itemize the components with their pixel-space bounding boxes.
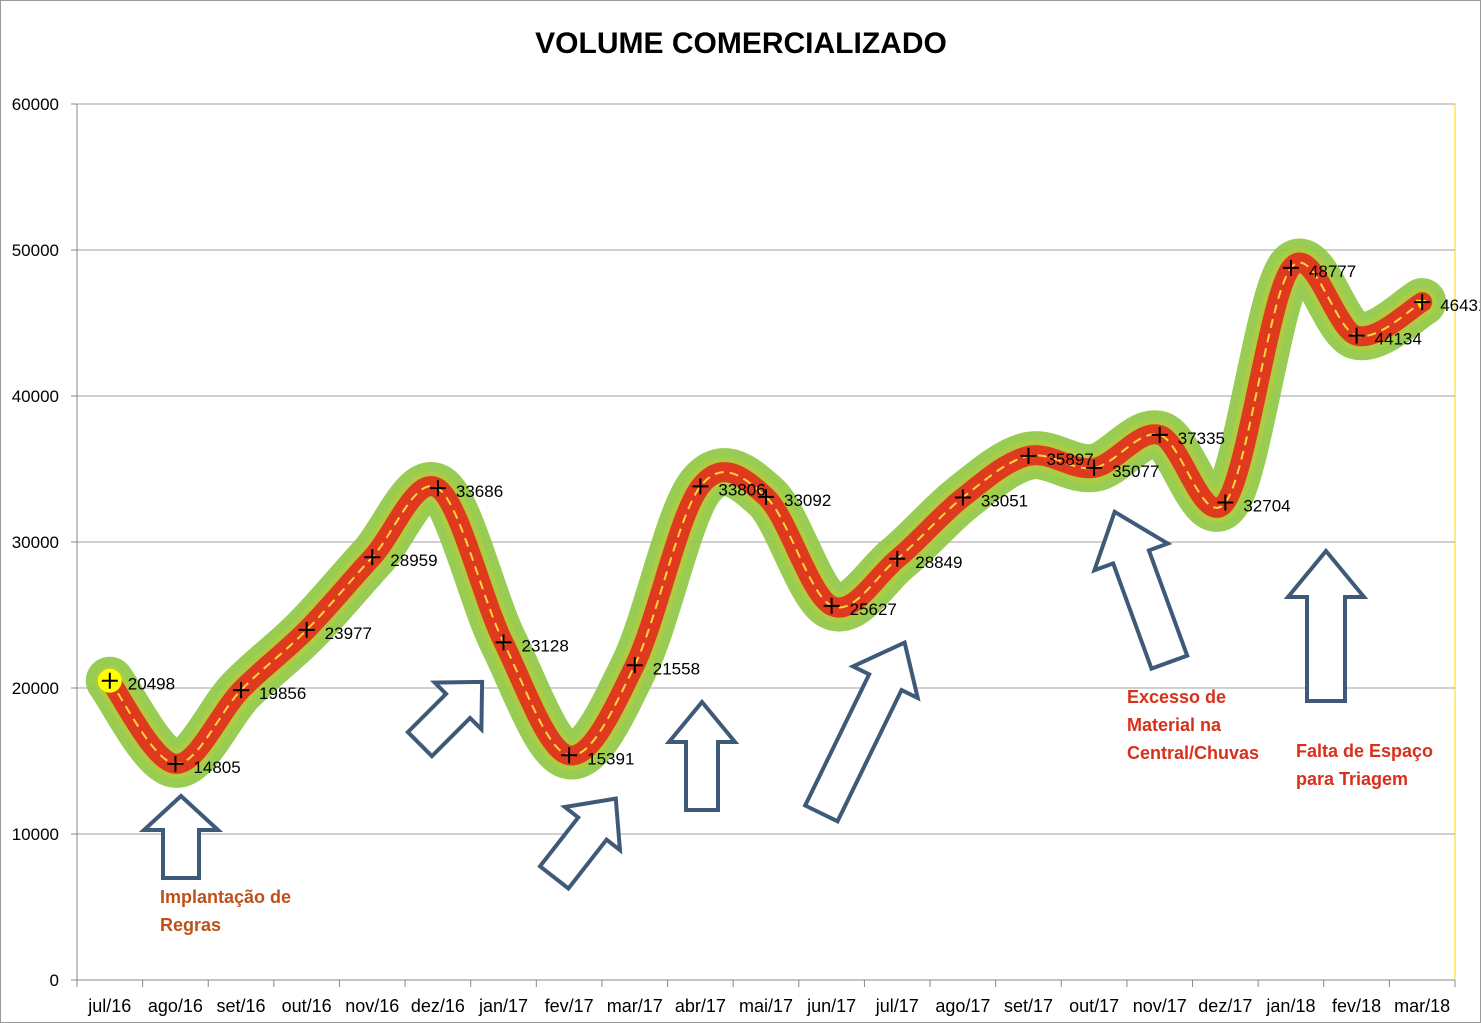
x-tick-label: dez/17 xyxy=(1198,996,1252,1016)
data-label: 37335 xyxy=(1178,429,1225,448)
data-label: 32704 xyxy=(1243,497,1290,516)
series-volume: 20498 14805 19856 23977 28959 33686 23128 15391… xyxy=(85,238,1480,788)
data-label: 35077 xyxy=(1112,462,1159,481)
annotation-text: Central/Chuvas xyxy=(1127,743,1259,763)
x-tick-label: ago/16 xyxy=(148,996,203,1016)
annotation-text: para Triagem xyxy=(1296,769,1408,789)
x-tick-label: jul/17 xyxy=(875,996,919,1016)
x-tick-label: nov/17 xyxy=(1133,996,1187,1016)
up-arrow-icon xyxy=(1283,547,1369,703)
y-tick-label: 50000 xyxy=(12,241,59,260)
x-tick-label: jun/17 xyxy=(806,996,856,1016)
x-axis: jul/16 ago/16 set/16 out/16 nov/16 dez/16 jan/… xyxy=(76,979,1456,1016)
data-label: 23128 xyxy=(522,636,569,655)
up-arrow-icon xyxy=(405,679,485,759)
data-label: 28959 xyxy=(390,551,437,570)
gridlines xyxy=(77,103,1455,835)
y-tick-label: 0 xyxy=(50,971,59,990)
x-tick-label: set/16 xyxy=(217,996,266,1016)
data-label: 23977 xyxy=(325,624,372,643)
annotations: Implantação de Regras Excesso de Material n… xyxy=(160,687,1433,935)
x-tick-label: abr/17 xyxy=(675,996,726,1016)
annotation-text: Falta de Espaço xyxy=(1296,741,1433,761)
annotation-text: Implantação de xyxy=(160,887,291,907)
x-tick-label: out/16 xyxy=(282,996,332,1016)
x-tick-label: mai/17 xyxy=(739,996,793,1016)
y-tick-label: 60000 xyxy=(12,95,59,114)
annotation-arrows xyxy=(138,508,1369,892)
annotation-text: Excesso de xyxy=(1127,687,1226,707)
data-label: 19856 xyxy=(259,684,306,703)
x-tick-label: jan/17 xyxy=(478,996,528,1016)
data-label: 33806 xyxy=(718,480,765,499)
data-label: 15391 xyxy=(587,749,634,768)
x-tick-label: nov/16 xyxy=(345,996,399,1016)
x-tick-label: dez/16 xyxy=(411,996,465,1016)
data-label: 48777 xyxy=(1309,262,1356,281)
data-label: 20498 xyxy=(128,675,175,694)
y-axis: 0 10000 20000 30000 40000 50000 60000 xyxy=(12,95,78,990)
data-label: 46431 xyxy=(1440,296,1480,315)
annotation-text: Material na xyxy=(1127,715,1222,735)
data-label: 14805 xyxy=(193,758,240,777)
up-arrow-icon xyxy=(802,639,921,824)
annotation-text: Regras xyxy=(160,915,221,935)
series-dash xyxy=(109,261,1427,765)
x-tick-label: fev/18 xyxy=(1332,996,1381,1016)
x-tick-label: mar/18 xyxy=(1394,996,1450,1016)
x-tick-label: mar/17 xyxy=(607,996,663,1016)
y-tick-label: 30000 xyxy=(12,533,59,552)
data-label: 35897 xyxy=(1046,450,1093,469)
x-tick-label: out/17 xyxy=(1069,996,1119,1016)
up-arrow-icon xyxy=(664,698,740,812)
up-arrow-icon xyxy=(1091,508,1190,672)
x-tick-label: jul/16 xyxy=(87,996,131,1016)
up-arrow-icon xyxy=(537,796,623,892)
data-label: 33092 xyxy=(784,491,831,510)
y-tick-label: 40000 xyxy=(12,387,59,406)
up-arrow-icon xyxy=(138,793,224,880)
data-label: 21558 xyxy=(653,659,700,678)
data-label: 33686 xyxy=(456,482,503,501)
x-tick-label: jan/18 xyxy=(1265,996,1315,1016)
chart-title: VOLUME COMERCIALIZADO xyxy=(535,27,947,60)
data-label: 25627 xyxy=(850,600,897,619)
data-label: 33051 xyxy=(981,491,1028,510)
y-tick-label: 20000 xyxy=(12,679,59,698)
x-tick-label: set/17 xyxy=(1004,996,1053,1016)
x-tick-label: ago/17 xyxy=(935,996,990,1016)
x-tick-label: fev/17 xyxy=(545,996,594,1016)
data-label: 44134 xyxy=(1375,330,1422,349)
data-label: 28849 xyxy=(915,553,962,572)
y-tick-label: 10000 xyxy=(12,825,59,844)
